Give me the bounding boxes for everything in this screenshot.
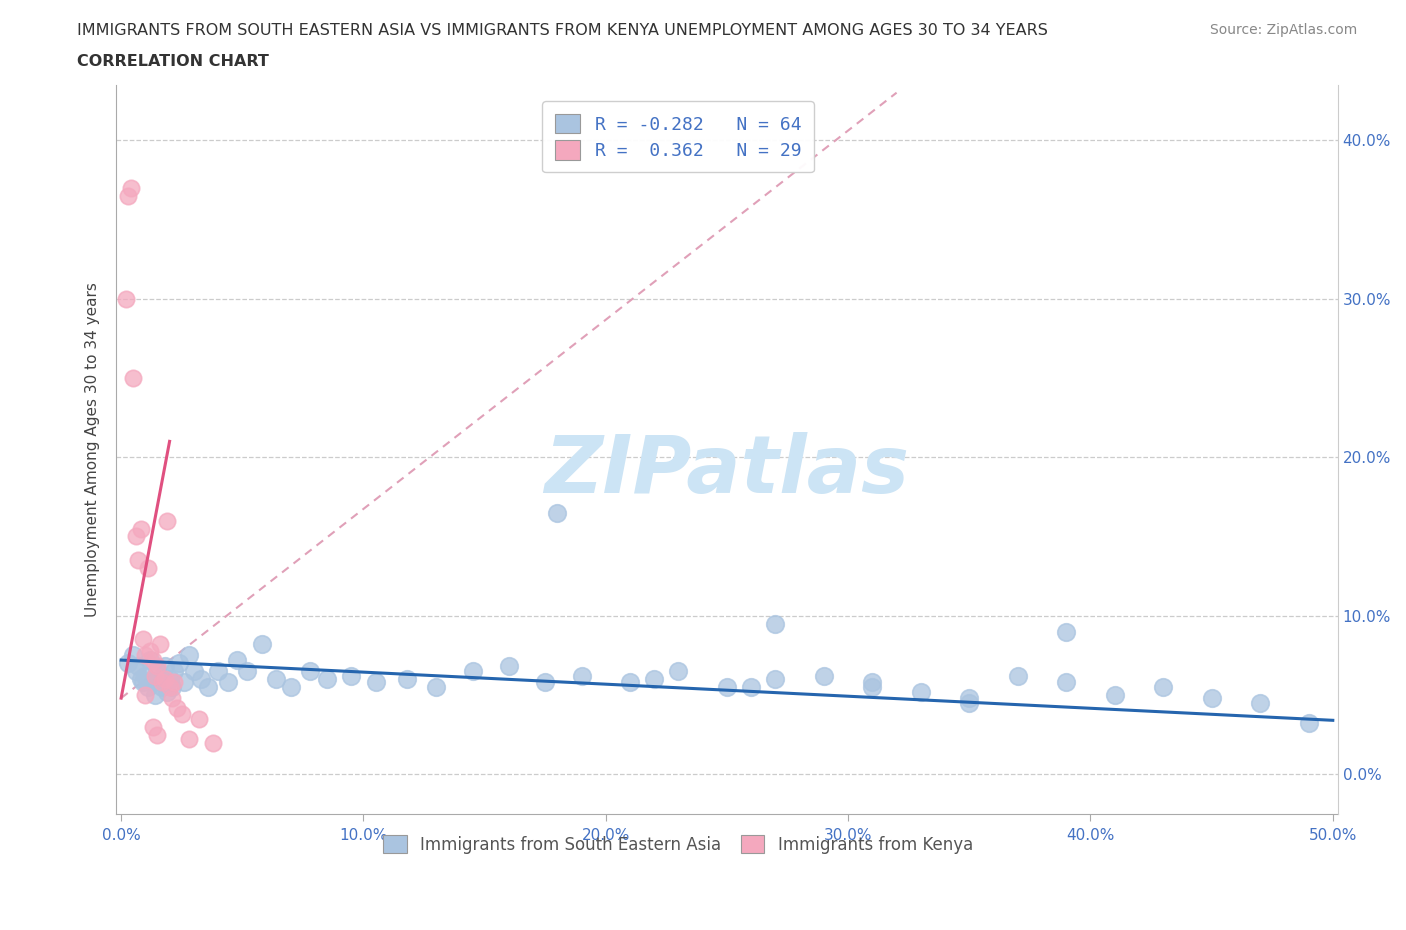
Point xyxy=(169,656,191,671)
Point xyxy=(117,656,139,671)
Point xyxy=(139,653,162,668)
Point xyxy=(643,671,665,686)
Point xyxy=(134,669,156,684)
Point xyxy=(716,680,738,695)
Point xyxy=(150,680,173,695)
Point xyxy=(136,561,159,576)
Point xyxy=(264,671,287,686)
Point xyxy=(129,671,152,686)
Point xyxy=(190,671,212,686)
Point xyxy=(146,727,169,742)
Point xyxy=(236,664,259,679)
Point xyxy=(129,521,152,536)
Point xyxy=(136,680,159,695)
Point xyxy=(115,291,138,306)
Point xyxy=(122,370,145,385)
Point xyxy=(134,648,156,663)
Text: IMMIGRANTS FROM SOUTH EASTERN ASIA VS IMMIGRANTS FROM KENYA UNEMPLOYMENT AMONG A: IMMIGRANTS FROM SOUTH EASTERN ASIA VS IM… xyxy=(77,23,1049,38)
Point xyxy=(156,513,179,528)
Point xyxy=(127,552,149,567)
Text: ZIPatlas: ZIPatlas xyxy=(544,432,910,511)
Point xyxy=(159,671,181,686)
Point xyxy=(207,664,229,679)
Point xyxy=(1152,680,1174,695)
Point xyxy=(139,644,162,658)
Point xyxy=(142,675,165,690)
Point xyxy=(740,680,762,695)
Point xyxy=(910,684,932,699)
Point xyxy=(153,659,176,674)
Point xyxy=(142,653,165,668)
Point xyxy=(159,680,181,695)
Point xyxy=(765,671,787,686)
Point xyxy=(124,529,146,544)
Point xyxy=(226,653,249,668)
Point xyxy=(120,180,142,195)
Point xyxy=(134,687,156,702)
Point xyxy=(187,711,209,726)
Point xyxy=(619,675,641,690)
Point xyxy=(163,675,186,690)
Point xyxy=(1054,675,1077,690)
Point xyxy=(316,671,339,686)
Point xyxy=(143,687,166,702)
Point xyxy=(1104,687,1126,702)
Point xyxy=(156,684,179,699)
Point xyxy=(160,680,183,695)
Point xyxy=(957,696,980,711)
Point xyxy=(146,664,169,679)
Point xyxy=(1298,716,1320,731)
Point xyxy=(340,669,363,684)
Point xyxy=(197,680,219,695)
Point xyxy=(957,691,980,706)
Point xyxy=(122,648,145,663)
Point xyxy=(396,671,419,686)
Point xyxy=(163,664,186,679)
Point xyxy=(177,648,200,663)
Point xyxy=(177,732,200,747)
Point xyxy=(280,680,302,695)
Point xyxy=(153,671,176,686)
Point xyxy=(498,659,520,674)
Point xyxy=(117,188,139,203)
Point xyxy=(860,675,883,690)
Point xyxy=(765,617,787,631)
Y-axis label: Unemployment Among Ages 30 to 34 years: Unemployment Among Ages 30 to 34 years xyxy=(86,282,100,617)
Point xyxy=(170,707,193,722)
Point xyxy=(160,691,183,706)
Point xyxy=(299,664,322,679)
Point xyxy=(173,675,195,690)
Point xyxy=(364,675,387,690)
Point xyxy=(1007,669,1029,684)
Point xyxy=(132,675,155,690)
Point xyxy=(1054,624,1077,639)
Point xyxy=(149,637,172,652)
Text: CORRELATION CHART: CORRELATION CHART xyxy=(77,54,269,69)
Point xyxy=(250,637,273,652)
Point xyxy=(534,675,557,690)
Point xyxy=(202,735,225,750)
Legend: Immigrants from South Eastern Asia, Immigrants from Kenya: Immigrants from South Eastern Asia, Immi… xyxy=(377,829,980,860)
Point xyxy=(860,680,883,695)
Point xyxy=(124,664,146,679)
Point xyxy=(1249,696,1271,711)
Point xyxy=(571,669,593,684)
Point xyxy=(132,632,155,647)
Point xyxy=(146,659,169,674)
Point xyxy=(150,675,173,690)
Point xyxy=(813,669,835,684)
Point xyxy=(166,700,188,715)
Text: Source: ZipAtlas.com: Source: ZipAtlas.com xyxy=(1209,23,1357,37)
Point xyxy=(425,680,447,695)
Point xyxy=(127,659,149,674)
Point xyxy=(149,671,172,686)
Point xyxy=(217,675,239,690)
Point xyxy=(143,669,166,684)
Point xyxy=(142,719,165,734)
Point xyxy=(461,664,484,679)
Point xyxy=(1201,691,1223,706)
Point xyxy=(546,505,568,520)
Point xyxy=(668,664,690,679)
Point xyxy=(183,664,205,679)
